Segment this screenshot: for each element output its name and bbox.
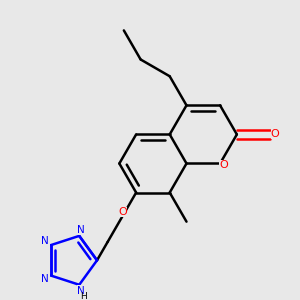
Text: O: O (271, 129, 280, 140)
Text: H: H (80, 292, 86, 300)
Text: N: N (77, 225, 85, 235)
Text: N: N (41, 236, 49, 246)
Text: N: N (77, 286, 85, 296)
Text: N: N (41, 274, 49, 284)
Text: O: O (219, 160, 228, 170)
Text: O: O (118, 207, 127, 217)
